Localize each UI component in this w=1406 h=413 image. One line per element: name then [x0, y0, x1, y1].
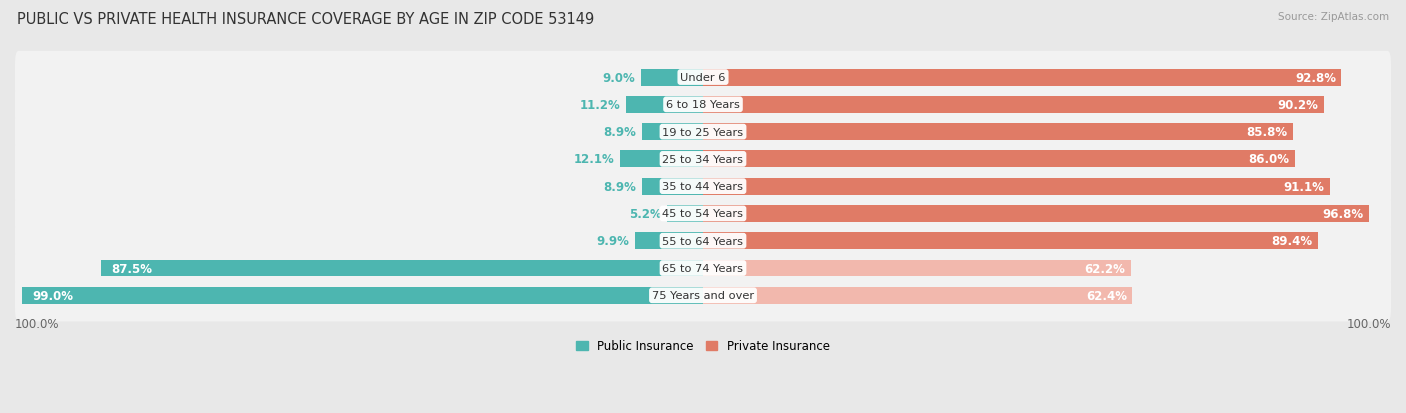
Text: 86.0%: 86.0%: [1249, 153, 1289, 166]
Text: 19 to 25 Years: 19 to 25 Years: [662, 127, 744, 137]
Text: 45 to 54 Years: 45 to 54 Years: [662, 209, 744, 219]
Legend: Public Insurance, Private Insurance: Public Insurance, Private Insurance: [571, 335, 835, 357]
Bar: [703, 260, 1130, 277]
Text: 96.8%: 96.8%: [1323, 207, 1364, 221]
FancyBboxPatch shape: [15, 215, 1391, 267]
Text: 65 to 74 Years: 65 to 74 Years: [662, 263, 744, 273]
Text: 12.1%: 12.1%: [574, 153, 614, 166]
Bar: [703, 97, 1323, 114]
FancyBboxPatch shape: [15, 161, 1391, 213]
Bar: [703, 69, 1341, 86]
Text: 85.8%: 85.8%: [1247, 126, 1288, 139]
FancyBboxPatch shape: [15, 79, 1391, 131]
Text: PUBLIC VS PRIVATE HEALTH INSURANCE COVERAGE BY AGE IN ZIP CODE 53149: PUBLIC VS PRIVATE HEALTH INSURANCE COVER…: [17, 12, 595, 27]
Bar: [703, 206, 1369, 222]
FancyBboxPatch shape: [15, 269, 1391, 322]
Bar: [703, 233, 1317, 249]
Text: 25 to 34 Years: 25 to 34 Years: [662, 154, 744, 164]
Bar: [703, 178, 1330, 195]
Bar: [668, 206, 703, 222]
Text: 89.4%: 89.4%: [1271, 235, 1313, 248]
Text: 9.0%: 9.0%: [603, 71, 636, 84]
Text: 6 to 18 Years: 6 to 18 Years: [666, 100, 740, 110]
Bar: [703, 151, 1295, 168]
Text: 9.9%: 9.9%: [596, 235, 630, 248]
FancyBboxPatch shape: [15, 188, 1391, 240]
Text: 87.5%: 87.5%: [111, 262, 152, 275]
Text: 62.4%: 62.4%: [1085, 289, 1126, 302]
Text: 55 to 64 Years: 55 to 64 Years: [662, 236, 744, 246]
Text: Source: ZipAtlas.com: Source: ZipAtlas.com: [1278, 12, 1389, 22]
Bar: [703, 124, 1294, 141]
FancyBboxPatch shape: [15, 52, 1391, 104]
Text: Under 6: Under 6: [681, 73, 725, 83]
Text: 99.0%: 99.0%: [32, 289, 73, 302]
Text: 11.2%: 11.2%: [579, 99, 620, 112]
Text: 100.0%: 100.0%: [1347, 317, 1391, 330]
Bar: [101, 260, 703, 277]
FancyBboxPatch shape: [15, 242, 1391, 294]
Bar: [626, 97, 703, 114]
Text: 8.9%: 8.9%: [603, 126, 637, 139]
Text: 8.9%: 8.9%: [603, 180, 637, 193]
Bar: [22, 287, 703, 304]
FancyBboxPatch shape: [15, 133, 1391, 185]
FancyBboxPatch shape: [15, 106, 1391, 159]
Text: 35 to 44 Years: 35 to 44 Years: [662, 182, 744, 192]
Text: 90.2%: 90.2%: [1277, 99, 1317, 112]
Bar: [641, 178, 703, 195]
Text: 75 Years and over: 75 Years and over: [652, 291, 754, 301]
Text: 62.2%: 62.2%: [1084, 262, 1125, 275]
Text: 92.8%: 92.8%: [1295, 71, 1336, 84]
Text: 91.1%: 91.1%: [1284, 180, 1324, 193]
Bar: [703, 287, 1132, 304]
Text: 5.2%: 5.2%: [628, 207, 662, 221]
Bar: [636, 233, 703, 249]
Bar: [641, 124, 703, 141]
Bar: [641, 69, 703, 86]
Bar: [620, 151, 703, 168]
Text: 100.0%: 100.0%: [15, 317, 59, 330]
